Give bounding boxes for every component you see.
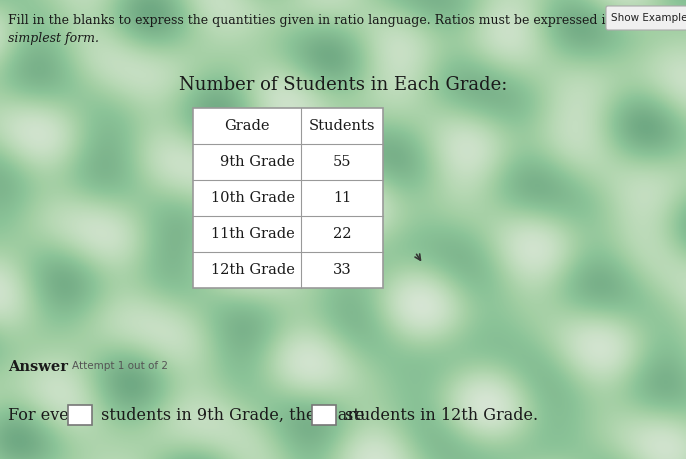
Text: 33: 33 [333, 263, 351, 277]
Text: 10th Grade: 10th Grade [211, 191, 295, 205]
Bar [312, 405, 336, 425]
Text: simplest form.: simplest form. [8, 32, 99, 45]
Bar [193, 108, 383, 288]
Text: 55: 55 [333, 155, 351, 169]
Text: For every: For every [8, 407, 91, 424]
Text: students in 12th Grade.: students in 12th Grade. [340, 407, 538, 424]
Text: Show Examples: Show Examples [611, 13, 686, 23]
Text: 22: 22 [333, 227, 351, 241]
Text: 11: 11 [333, 191, 351, 205]
Text: Attempt 1 out of 2: Attempt 1 out of 2 [72, 361, 168, 371]
Text: 9th Grade: 9th Grade [220, 155, 295, 169]
Bar [193, 108, 383, 288]
Text: students in 9th Grade, there are: students in 9th Grade, there are [96, 407, 370, 424]
Text: Number of Students in Each Grade:: Number of Students in Each Grade: [179, 76, 507, 94]
Text: Grade: Grade [224, 119, 270, 133]
Text: Answer: Answer [8, 360, 68, 374]
Text: 12th Grade: 12th Grade [211, 263, 295, 277]
Text: Students: Students [309, 119, 375, 133]
Text: 11th Grade: 11th Grade [211, 227, 295, 241]
Text: Fill in the blanks to express the quantities given in ratio language. Ratios mus: Fill in the blanks to express the quanti… [8, 14, 613, 27]
FancyBboxPatch shape [606, 6, 686, 30]
Bar [68, 405, 92, 425]
